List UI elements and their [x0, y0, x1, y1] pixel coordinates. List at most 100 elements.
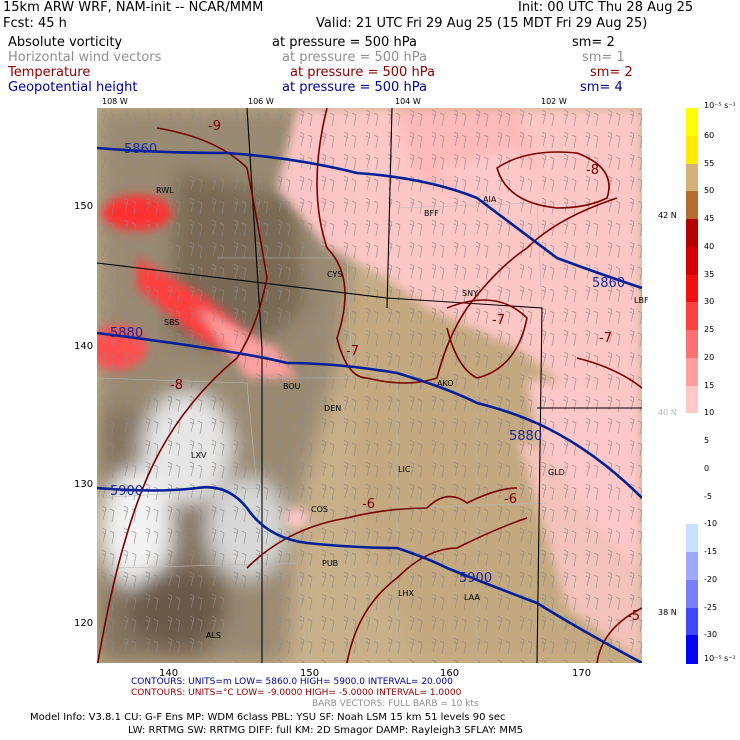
- grid-label: 140: [74, 341, 94, 352]
- colorbar-segment: [686, 579, 698, 608]
- field-level: at pressure = 500 hPa: [282, 80, 427, 95]
- colorbar-segment: [686, 357, 698, 386]
- colorbar-segment: [686, 552, 698, 581]
- weather-map: [97, 108, 642, 663]
- temp-contour-label: -5: [627, 609, 640, 624]
- grid-label: 130: [74, 479, 94, 490]
- model-title: 15km ARW WRF, NAM-init -- NCAR/MMM: [3, 0, 264, 15]
- temp-contour-label: -8: [170, 378, 183, 393]
- city-label: BFF: [424, 209, 439, 218]
- colorbar-label: -20: [704, 574, 718, 584]
- temperature-contours: [97, 108, 642, 663]
- colorbar-segment: [686, 524, 698, 553]
- city-label: RWL: [156, 186, 174, 195]
- field-smoothing: sm= 2: [572, 35, 615, 50]
- city-label: SNY: [462, 289, 478, 298]
- colorbar-segment: [686, 330, 698, 359]
- temp-contour-label: -7: [492, 313, 505, 328]
- city-label: ALS: [206, 631, 222, 640]
- temp-contour-info: CONTOURS: UNITS=°C LOW= -9.0000 HIGH= -5…: [131, 688, 462, 698]
- colorbar-label: 25: [704, 325, 715, 334]
- height-contour-info: CONTOURS: UNITS=m LOW= 5860.0 HIGH= 5900…: [131, 677, 453, 687]
- colorbar-label: -30: [704, 630, 718, 640]
- colorbar-label: -25: [704, 602, 718, 612]
- height-contour-label: 5860: [592, 276, 626, 291]
- lon-label: 102 W: [541, 97, 567, 106]
- temp-contour-label: -7: [346, 344, 359, 359]
- colorbar-label: 40: [704, 241, 715, 251]
- city-label: DEN: [324, 404, 342, 413]
- lat-label: 38 N: [658, 608, 677, 617]
- colorbar-label: -10: [704, 519, 718, 529]
- temp-contour-label: -7: [599, 331, 612, 346]
- height-contours: [97, 146, 642, 663]
- colorbar-units: 10⁻⁵ s⁻¹: [704, 101, 736, 110]
- city-label: AKO: [437, 379, 454, 388]
- colorbar-segment: [686, 413, 698, 442]
- field-level: at pressure = 500 hPa: [272, 35, 417, 50]
- colorbar-label: 50: [704, 186, 715, 196]
- colorbar-label: 5: [704, 436, 710, 445]
- lon-label: 104 W: [395, 97, 421, 106]
- lat-label: 40 N: [658, 408, 677, 417]
- colorbar-segment: [686, 496, 698, 525]
- temp-contour-label: -6: [362, 497, 375, 512]
- county-lines: [97, 202, 548, 663]
- city-label: LHX: [398, 589, 414, 598]
- colorbar-label: 35: [704, 269, 715, 279]
- city-label: CYS: [327, 270, 343, 279]
- grid-label: 160: [440, 668, 460, 679]
- colorbar-segment: [686, 302, 698, 331]
- grid-label: 150: [74, 201, 94, 212]
- colorbar-segment: [686, 246, 698, 275]
- colorbar-label: 55: [704, 158, 715, 168]
- wind-barbs: [97, 108, 642, 663]
- colorbar-segment: [686, 441, 698, 470]
- barb-info: BARB VECTORS: FULL BARB = 10 kts: [312, 699, 479, 709]
- valid-time: Valid: 21 UTC Fri 29 Aug 25 (15 MDT Fri …: [316, 16, 648, 31]
- colorbar-units-bottom: 10⁻⁵ s⁻¹: [704, 654, 736, 663]
- field-name: Geopotential height: [8, 80, 138, 95]
- colorbar-label: 20: [704, 352, 715, 362]
- colorbar-segment: [686, 635, 698, 664]
- city-label: PUB: [322, 559, 339, 568]
- city-label: LBF: [634, 296, 649, 305]
- field-name: Absolute vorticity: [8, 35, 123, 50]
- field-smoothing: sm= 2: [590, 65, 633, 80]
- temp-contour-label: -6: [504, 492, 517, 507]
- state-borders: [97, 108, 642, 663]
- temp-contour-label: -8: [586, 163, 599, 178]
- init-time: Init: 00 UTC Thu 28 Aug 25: [518, 0, 694, 15]
- height-contour-label: 5880: [110, 326, 144, 341]
- field-name: Temperature: [8, 65, 91, 80]
- city-label: GLD: [548, 468, 565, 477]
- colorbar-segment: [686, 468, 698, 497]
- temp-contour-label: -9: [208, 119, 221, 134]
- city-label: BOU: [283, 382, 301, 391]
- colorbar: [686, 108, 698, 664]
- colorbar-label: 0: [704, 463, 710, 473]
- model-info: Model Info: V3.8.1 CU: G-F Ens MP: WDM 6…: [30, 712, 506, 723]
- field-level: at pressure = 500 hPa: [282, 50, 427, 65]
- height-contour-label: 5860: [124, 142, 158, 157]
- colorbar-label: 30: [704, 297, 715, 307]
- colorbar-label: 45: [704, 214, 715, 223]
- height-contour-label: 5900: [110, 484, 144, 499]
- colorbar-segment: [686, 108, 698, 137]
- lon-label: 108 W: [102, 97, 128, 106]
- grid-label: 170: [572, 668, 592, 679]
- colorbar-label: 60: [704, 130, 715, 140]
- lon-label: 106 W: [248, 97, 274, 106]
- grid-label: 140: [159, 668, 179, 679]
- model-info-2: LW: RRTMG SW: RRTMG DIFF: full KM: 2D Sm…: [128, 725, 524, 736]
- colorbar-segment: [686, 135, 698, 164]
- colorbar-segment: [686, 274, 698, 303]
- colorbar-label: 15: [704, 380, 715, 390]
- field-level: at pressure = 500 hPa: [290, 65, 435, 80]
- field-smoothing: sm= 4: [580, 80, 623, 95]
- field-name: Horizontal wind vectors: [8, 50, 162, 65]
- height-contour-label: 5880: [509, 429, 543, 444]
- colorbar-segment: [686, 163, 698, 192]
- colorbar-label: -15: [704, 547, 718, 556]
- height-contour-label: 5900: [459, 571, 493, 586]
